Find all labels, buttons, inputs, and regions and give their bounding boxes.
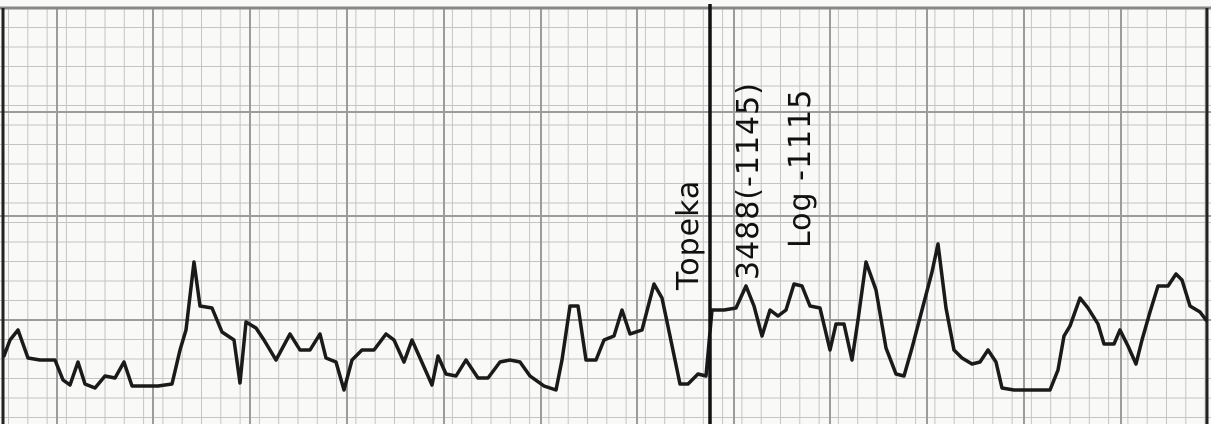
- log-trace-curve: [2, 242, 1208, 392]
- grid-major-lines: [0, 6, 1211, 424]
- depth-label: 3488(-1145): [731, 82, 766, 280]
- log-datum-label: Log -1115: [783, 89, 818, 248]
- formation-name-label: Topeka: [671, 180, 706, 291]
